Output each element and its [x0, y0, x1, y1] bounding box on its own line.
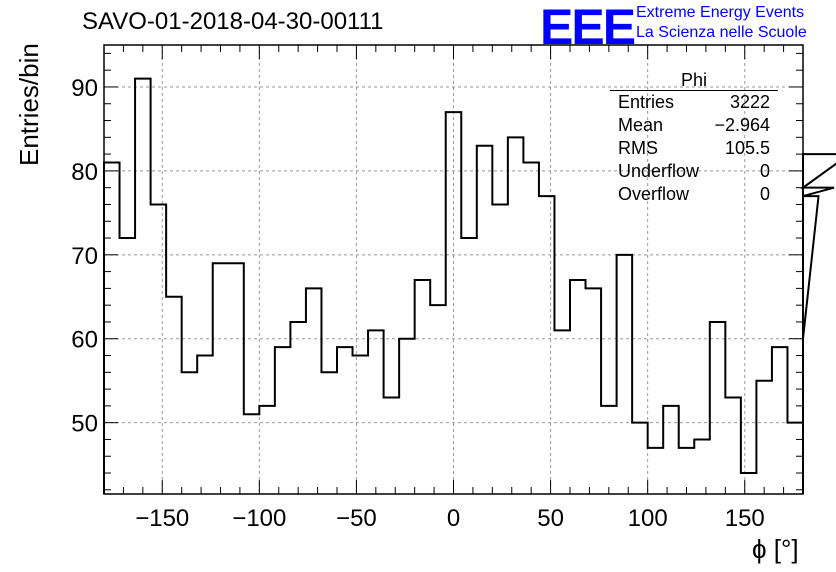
- histogram-bin: [523, 162, 539, 494]
- histogram-bin: [259, 406, 275, 494]
- stats-title: Phi: [610, 70, 778, 91]
- histogram-bin: [601, 406, 617, 494]
- histogram-bin: [648, 448, 664, 494]
- histogram-bin: [213, 263, 229, 494]
- histogram-bin: [694, 439, 710, 494]
- histogram-bin: [135, 79, 151, 494]
- x-tick-label: −50: [336, 505, 377, 532]
- histogram-bin: [539, 196, 555, 494]
- histogram-bin: [166, 297, 182, 494]
- histogram-bin: [446, 112, 462, 494]
- stats-row-underflow: Underflow 0: [610, 160, 778, 183]
- stats-value: 0: [759, 184, 770, 204]
- y-axis-label: Entries/bin: [14, 43, 44, 166]
- y-tick-label: 60: [71, 327, 98, 354]
- stats-label: RMS: [618, 138, 658, 158]
- x-tick-label: 100: [628, 505, 668, 532]
- stats-row-overflow: Overflow 0: [610, 183, 778, 206]
- logo-line-1: Extreme Energy Events: [636, 4, 805, 21]
- histogram-bin: [570, 280, 586, 494]
- histogram-bin: [290, 322, 306, 494]
- histogram-bin: [368, 330, 384, 494]
- stats-row-entries: Entries 3222: [610, 91, 778, 114]
- histogram-bin: [741, 473, 757, 494]
- histogram-bin: [492, 204, 508, 494]
- histogram-bin: [787, 423, 803, 494]
- histogram-bin: [228, 263, 244, 494]
- stats-label: Mean: [618, 115, 664, 135]
- logo-line-2: La Scienza nelle Scuole: [636, 24, 807, 41]
- histogram-bin: [275, 347, 291, 494]
- histogram-bin: [151, 204, 167, 494]
- histogram-bin: [508, 137, 524, 494]
- histogram-bin: [772, 347, 788, 494]
- x-tick-label: 0: [447, 505, 460, 532]
- stats-label: Underflow: [618, 161, 700, 181]
- histogram-bin: [756, 381, 772, 494]
- stats-row-rms: RMS 105.5: [610, 137, 778, 160]
- stats-value: −2.964: [714, 115, 770, 135]
- x-tick-label: 150: [725, 505, 765, 532]
- histogram-bin: [337, 347, 353, 494]
- histogram-bin: [415, 280, 431, 494]
- histogram-bin: [477, 146, 493, 494]
- x-tick-label: 50: [537, 505, 564, 532]
- stats-label: Overflow: [618, 184, 690, 204]
- y-tick-label: 90: [71, 75, 98, 102]
- histogram-bin: [384, 397, 400, 494]
- x-axis-label: ϕ [°]: [752, 534, 799, 564]
- histogram-bin: [306, 288, 322, 494]
- stats-value: 105.5: [724, 138, 770, 158]
- histogram-bin: [617, 255, 633, 494]
- stats-box: Phi Entries 3222 Mean −2.964 RMS 105.5 U…: [610, 70, 778, 206]
- stats-row-mean: Mean −2.964: [610, 114, 778, 137]
- x-tick-label: −150: [135, 505, 189, 532]
- histogram-bin: [632, 423, 648, 494]
- histogram-line: [103, 77, 836, 494]
- histogram-bin: [430, 305, 446, 494]
- stats-label: Entries: [618, 92, 675, 112]
- stats-value: 3222: [729, 92, 770, 112]
- histogram-bin: [120, 238, 136, 494]
- x-tick-label: −100: [232, 505, 286, 532]
- y-tick-label: 80: [71, 159, 98, 186]
- histogram-bin: [710, 322, 726, 494]
- eee-logo: EEE: [540, 0, 636, 55]
- histogram-bin: [244, 414, 260, 494]
- logo-caption: Extreme Energy Events La Scienza nelle S…: [636, 3, 807, 43]
- histogram-bin: [197, 356, 213, 494]
- histogram-bin: [554, 330, 570, 494]
- histogram-bin: [461, 238, 477, 494]
- histogram-bin: [399, 339, 415, 494]
- histogram-bin: [586, 288, 602, 494]
- histogram-bin: [663, 406, 679, 494]
- stats-value: 0: [759, 161, 770, 181]
- y-tick-label: 50: [71, 411, 98, 438]
- histogram-bin: [104, 162, 120, 494]
- histogram-bin: [353, 356, 369, 494]
- histogram-bin: [725, 397, 741, 494]
- chart-title: SAVO-01-2018-04-30-00111: [82, 8, 384, 35]
- histogram-bin: [182, 372, 198, 494]
- histogram-bin: [321, 372, 337, 494]
- y-tick-label: 70: [71, 243, 98, 270]
